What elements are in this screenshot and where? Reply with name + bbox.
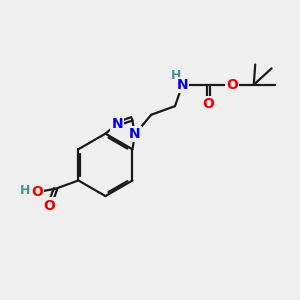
Text: O: O [44,199,55,213]
Text: H: H [20,184,31,197]
Text: O: O [226,78,238,92]
Text: H: H [171,69,181,82]
Text: N: N [177,78,188,92]
Text: O: O [202,97,214,111]
Text: N: N [129,127,141,141]
Text: N: N [111,117,123,131]
Text: O: O [32,185,43,199]
